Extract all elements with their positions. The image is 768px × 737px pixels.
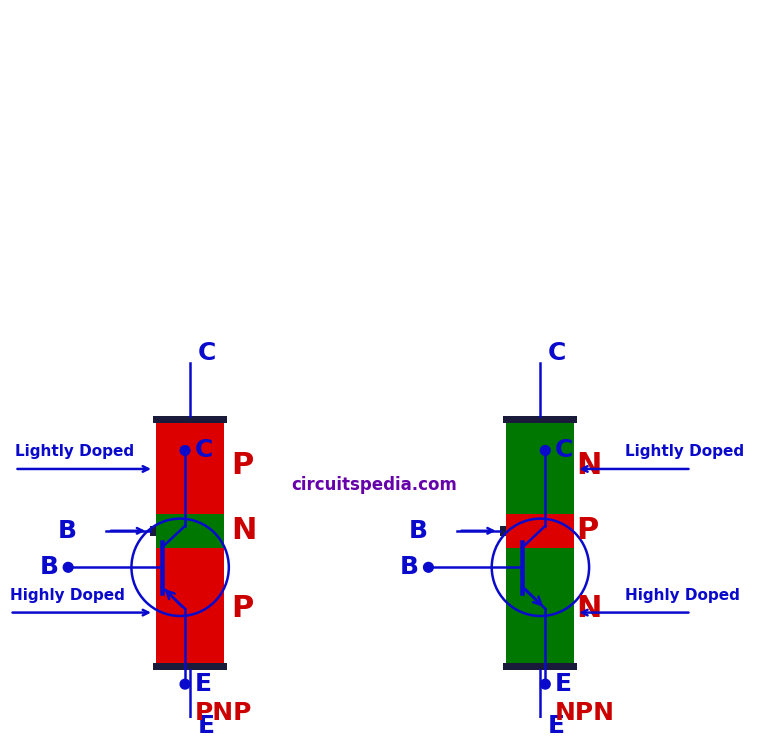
Text: circuitspedia.com: circuitspedia.com — [291, 475, 457, 494]
Bar — [503, 663, 578, 669]
Text: NPN: NPN — [555, 702, 615, 725]
Text: E: E — [195, 672, 212, 696]
Bar — [153, 416, 227, 423]
Circle shape — [180, 680, 190, 689]
Text: Highly Doped: Highly Doped — [625, 587, 740, 603]
Bar — [150, 526, 156, 536]
Bar — [506, 416, 574, 514]
Text: C: C — [195, 439, 213, 462]
Text: PNP: PNP — [195, 702, 252, 725]
Text: B: B — [58, 519, 77, 542]
Circle shape — [541, 446, 550, 455]
Text: Lightly Doped: Lightly Doped — [15, 444, 134, 459]
Text: C: C — [555, 439, 574, 462]
Text: Lightly Doped: Lightly Doped — [625, 444, 744, 459]
Circle shape — [63, 562, 73, 572]
Bar — [153, 663, 227, 669]
Text: B: B — [409, 519, 428, 542]
Text: B: B — [39, 555, 58, 579]
Bar — [156, 548, 224, 669]
Text: C: C — [548, 341, 567, 365]
Text: N: N — [232, 517, 257, 545]
Bar — [501, 526, 506, 536]
Text: C: C — [197, 341, 216, 365]
Text: P: P — [232, 450, 254, 480]
Circle shape — [180, 446, 190, 455]
Bar — [506, 514, 574, 548]
Text: B: B — [399, 555, 419, 579]
Text: Highly Doped: Highly Doped — [10, 587, 124, 603]
Text: N: N — [577, 594, 602, 624]
Bar — [503, 416, 578, 423]
Bar — [156, 416, 224, 514]
Bar — [156, 514, 224, 548]
Circle shape — [541, 680, 550, 689]
Circle shape — [424, 562, 433, 572]
Text: N: N — [577, 450, 602, 480]
Text: P: P — [577, 517, 599, 545]
Text: P: P — [232, 594, 254, 624]
Text: E: E — [548, 714, 565, 737]
Text: E: E — [197, 714, 215, 737]
Bar — [506, 548, 574, 669]
Text: E: E — [555, 672, 572, 696]
